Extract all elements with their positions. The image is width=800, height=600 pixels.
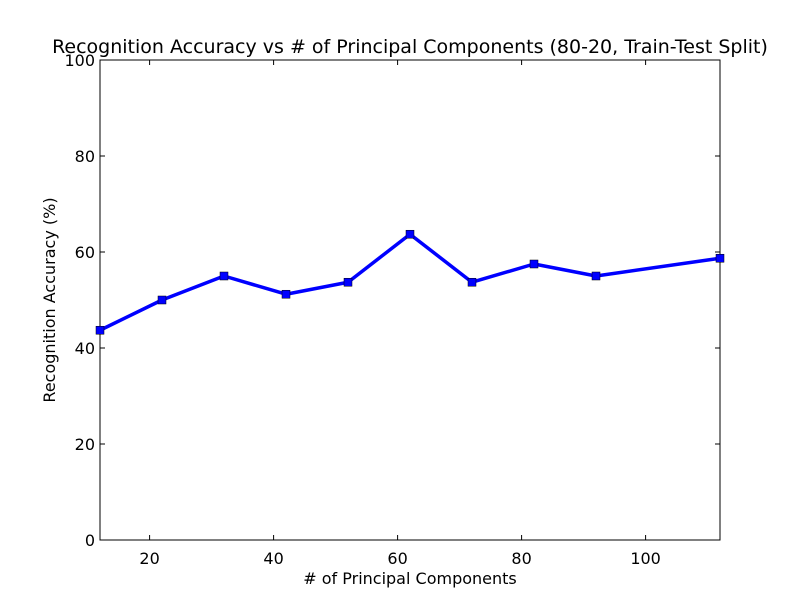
y-tick-label: 20 — [75, 435, 95, 454]
y-axis-label: Recognition Accuracy (%) — [40, 197, 59, 402]
y-tick-label: 40 — [75, 339, 95, 358]
x-tick-label: 100 — [630, 549, 661, 568]
x-tick-label: 20 — [139, 549, 159, 568]
data-point — [219, 271, 229, 281]
data-point — [715, 253, 725, 263]
y-tick-label: 60 — [75, 243, 95, 262]
data-point — [157, 295, 167, 305]
plot-area: 20 40 60 80 100 0 20 40 60 80 100 — [64, 51, 725, 568]
x-tick-label: 80 — [511, 549, 531, 568]
plot-frame — [99, 59, 721, 541]
data-point — [343, 277, 353, 287]
data-point — [591, 271, 601, 281]
y-tick-label: 80 — [75, 147, 95, 166]
data-point — [405, 229, 415, 239]
y-tick-label: 0 — [85, 531, 95, 550]
data-point — [95, 325, 105, 335]
x-tick-label: 60 — [387, 549, 407, 568]
series-line — [99, 232, 721, 332]
data-point — [467, 277, 477, 287]
chart-title: Recognition Accuracy vs # of Principal C… — [52, 36, 768, 58]
y-tick-label: 100 — [64, 51, 95, 70]
x-axis-label: # of Principal Components — [303, 569, 517, 588]
data-point — [281, 289, 291, 299]
data-point — [529, 259, 539, 269]
x-tick-label: 40 — [263, 549, 283, 568]
